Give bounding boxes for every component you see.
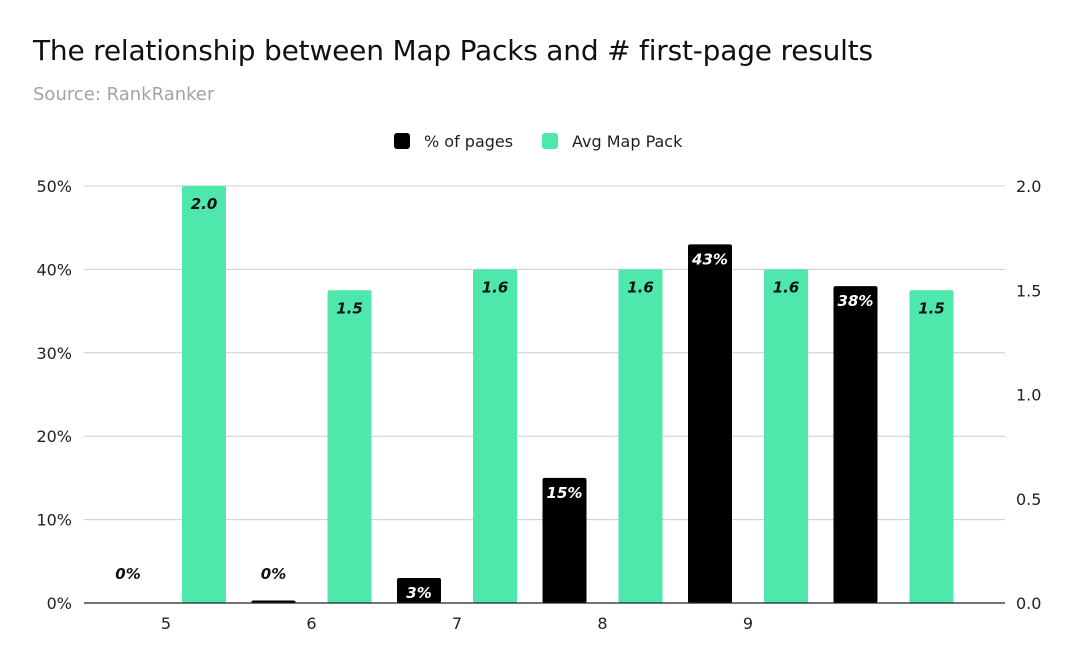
y-right-tick-label: 1.0 bbox=[1016, 386, 1041, 405]
y-left-tick-label: 10% bbox=[36, 511, 72, 530]
data-label-avg-map-pack: 1.5 bbox=[336, 299, 363, 317]
bar-avg-map-pack bbox=[618, 269, 663, 603]
y-left-tick-label: 50% bbox=[36, 177, 72, 196]
data-label-pct-of-pages: 38% bbox=[838, 292, 874, 310]
bar-pct-of-pages bbox=[688, 244, 732, 603]
y-right-tick-label: 2.0 bbox=[1016, 177, 1041, 196]
y-right-tick-label: 1.5 bbox=[1016, 281, 1041, 300]
bar-avg-map-pack bbox=[327, 290, 372, 603]
data-label-pct-of-pages: 0% bbox=[261, 565, 286, 583]
legend-swatch bbox=[542, 133, 558, 149]
bar-avg-map-pack bbox=[473, 269, 517, 603]
legend-label: % of pages bbox=[424, 132, 513, 151]
y-left-tick-label: 40% bbox=[36, 260, 72, 279]
data-label-pct-of-pages: 0% bbox=[115, 565, 140, 583]
x-tick-label: 7 bbox=[452, 614, 462, 633]
x-tick-label: 6 bbox=[306, 614, 316, 633]
bar-avg-map-pack bbox=[909, 290, 954, 603]
legend: % of pages Avg Map Pack bbox=[394, 132, 683, 151]
bars bbox=[182, 186, 954, 603]
axes: 0% 10% 20% 30% 40% 50% 0.0 0.5 1.0 1.5 2.0 5 6 7 8 9 bbox=[36, 177, 1041, 633]
data-labels: 0% 2.0 0% 1.5 3% 1.6 15% 1.6 43% 1.6 38% 1.5 bbox=[115, 195, 945, 602]
bar-pct-of-pages bbox=[397, 577, 441, 603]
y-left-tick-label: 30% bbox=[36, 344, 72, 363]
bar-pct-of-pages bbox=[833, 286, 878, 603]
data-label-avg-map-pack: 2.0 bbox=[191, 195, 218, 213]
y-left-tick-label: 20% bbox=[36, 427, 72, 446]
data-label-pct-of-pages: 3% bbox=[406, 584, 431, 602]
bar-avg-map-pack bbox=[182, 186, 226, 603]
data-label-avg-map-pack: 1.6 bbox=[773, 278, 800, 296]
bar-pct-of-pages bbox=[251, 600, 296, 603]
data-label-pct-of-pages: 43% bbox=[691, 250, 728, 268]
chart-subtitle: Source: RankRanker bbox=[33, 84, 215, 105]
bar-pct-of-pages bbox=[542, 477, 587, 603]
data-label-avg-map-pack: 1.6 bbox=[627, 278, 654, 296]
x-tick-label: 5 bbox=[161, 614, 171, 633]
legend-label: Avg Map Pack bbox=[572, 132, 683, 151]
legend-swatch bbox=[394, 133, 410, 149]
y-left-tick-label: 0% bbox=[47, 594, 72, 613]
data-label-avg-map-pack: 1.5 bbox=[918, 299, 945, 317]
x-tick-label: 9 bbox=[743, 614, 753, 633]
x-tick-label: 8 bbox=[597, 614, 607, 633]
data-label-avg-map-pack: 1.6 bbox=[482, 278, 509, 296]
bar-avg-map-pack bbox=[764, 269, 808, 603]
chart-title: The relationship between Map Packs and #… bbox=[33, 34, 873, 67]
y-right-tick-label: 0.0 bbox=[1016, 594, 1041, 613]
data-label-pct-of-pages: 15% bbox=[547, 484, 583, 502]
y-right-tick-label: 0.5 bbox=[1016, 490, 1041, 509]
